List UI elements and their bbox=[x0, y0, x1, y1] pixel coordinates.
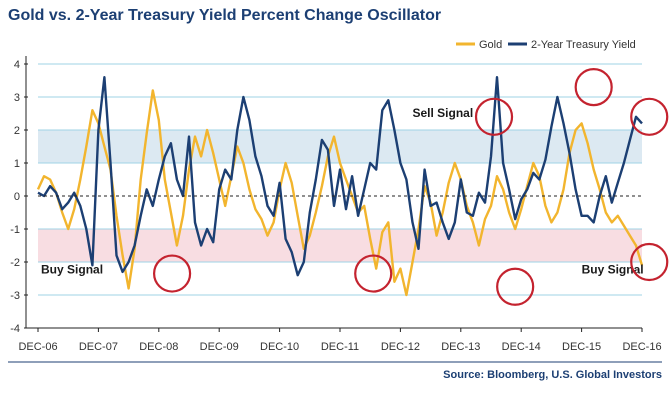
x-tick-label: DEC-09 bbox=[200, 341, 239, 353]
x-tick-label: DEC-11 bbox=[321, 341, 359, 353]
x-tick-label: DEC-14 bbox=[502, 341, 541, 353]
legend: Gold 2-Year Treasury Yield bbox=[456, 39, 636, 51]
y-tick-label: -1 bbox=[10, 224, 20, 236]
signal-circle bbox=[630, 97, 669, 136]
signal-circle bbox=[152, 254, 192, 293]
x-tick-label: DEC-08 bbox=[139, 341, 178, 353]
signal-circle bbox=[354, 254, 393, 293]
y-tick-label: 1 bbox=[14, 158, 20, 170]
y-tick-label: 2 bbox=[14, 125, 20, 137]
signal-circle bbox=[630, 242, 669, 282]
x-tick-label: DEC-10 bbox=[260, 341, 299, 353]
y-tick-label: -3 bbox=[10, 290, 20, 302]
x-tick-label: DEC-15 bbox=[562, 341, 601, 353]
x-tick-label: DEC-06 bbox=[18, 341, 57, 353]
x-tick-label: DEC-07 bbox=[79, 341, 118, 353]
y-tick-label: -2 bbox=[10, 257, 20, 269]
x-tick-label: DEC-13 bbox=[441, 341, 480, 353]
source-note: Source: Bloomberg, U.S. Global Investors bbox=[443, 369, 662, 381]
legend-label-treasury: 2-Year Treasury Yield bbox=[531, 39, 636, 51]
x-tick-label: DEC-16 bbox=[622, 341, 661, 353]
series-line-gold bbox=[36, 89, 644, 297]
y-tick-label: 3 bbox=[14, 92, 20, 104]
signal-circle bbox=[474, 97, 514, 136]
annotation-label: Buy Signal bbox=[41, 263, 103, 277]
y-tick-label: 4 bbox=[14, 59, 20, 71]
chart-title: Gold vs. 2-Year Treasury Yield Percent C… bbox=[8, 7, 441, 24]
legend-label-gold: Gold bbox=[479, 39, 502, 51]
annotation-label: Buy Signal bbox=[582, 263, 644, 277]
x-tick-label: DEC-12 bbox=[381, 341, 420, 353]
annotation-label: Sell Signal bbox=[412, 106, 473, 120]
series-line-treasury bbox=[37, 76, 643, 277]
signal-circle bbox=[496, 267, 535, 306]
y-tick-label: 0 bbox=[14, 191, 20, 203]
sell-zone-band bbox=[38, 130, 642, 163]
y-tick-label: -4 bbox=[10, 323, 20, 335]
signal-circle bbox=[574, 67, 613, 107]
buy-zone-band bbox=[38, 229, 642, 262]
